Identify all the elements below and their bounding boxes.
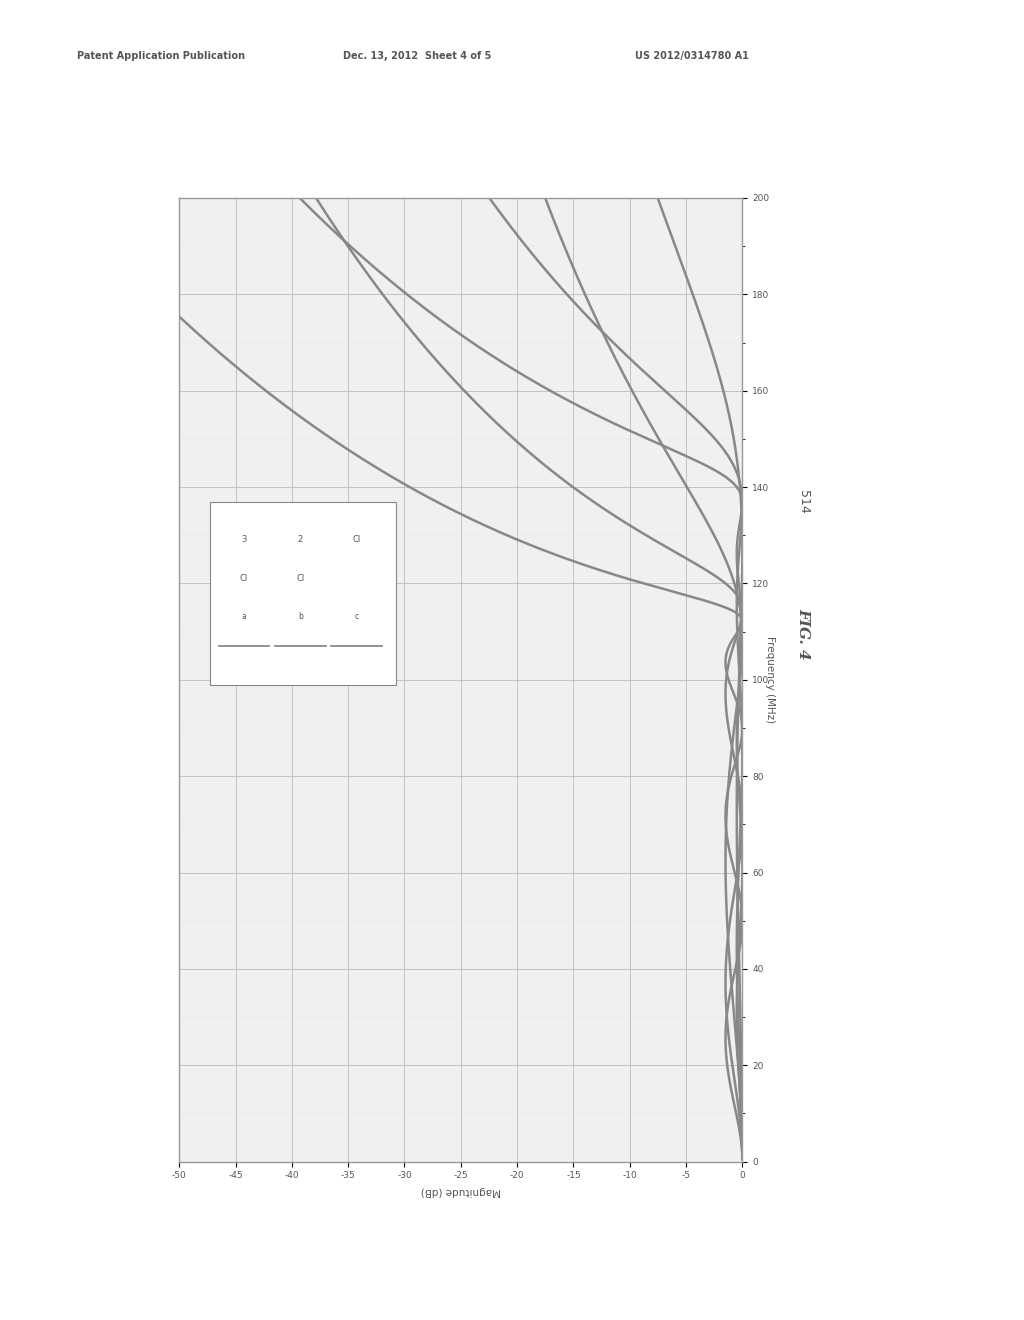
Text: FIG. 4: FIG. 4 bbox=[797, 607, 811, 660]
Text: Cl: Cl bbox=[296, 574, 304, 583]
FancyBboxPatch shape bbox=[210, 502, 396, 685]
Text: Patent Application Publication: Patent Application Publication bbox=[77, 51, 245, 62]
Text: 2: 2 bbox=[298, 536, 303, 544]
Text: Dec. 13, 2012  Sheet 4 of 5: Dec. 13, 2012 Sheet 4 of 5 bbox=[343, 51, 492, 62]
Y-axis label: Frequency (MHz): Frequency (MHz) bbox=[765, 636, 775, 723]
Text: Cl: Cl bbox=[240, 574, 248, 583]
X-axis label: Magnitude (dB): Magnitude (dB) bbox=[421, 1185, 501, 1196]
Text: US 2012/0314780 A1: US 2012/0314780 A1 bbox=[635, 51, 749, 62]
Text: 3: 3 bbox=[242, 536, 247, 544]
Text: a: a bbox=[242, 612, 247, 622]
Text: b: b bbox=[298, 612, 303, 622]
Text: c: c bbox=[354, 612, 358, 622]
Text: Cl: Cl bbox=[352, 536, 360, 544]
Text: 514: 514 bbox=[798, 490, 810, 513]
